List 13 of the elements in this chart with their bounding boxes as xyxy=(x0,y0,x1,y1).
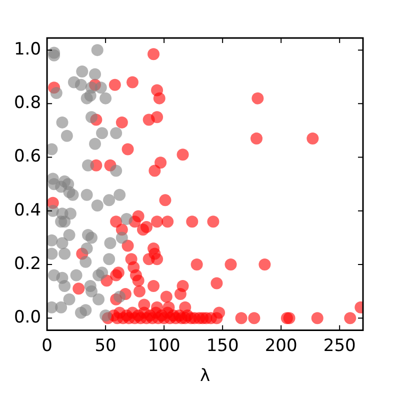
y-tick-label: 0.6 xyxy=(14,146,42,167)
y-tick-label: 0.0 xyxy=(14,308,42,328)
y-tick-label: 1.0 xyxy=(14,39,42,60)
y-tick-label: 0.4 xyxy=(14,200,42,220)
y-tick-label: 0.2 xyxy=(14,254,42,274)
y-tick-label: 0.8 xyxy=(14,93,42,114)
x-tick-label: 150 xyxy=(206,336,239,356)
x-axis-title: λ xyxy=(200,366,210,386)
x-tick-label: 200 xyxy=(264,336,298,356)
x-tick-label: 50 xyxy=(94,336,116,356)
x-tick-label: 100 xyxy=(148,336,180,356)
x-tick-label: 0 xyxy=(42,336,52,356)
x-tick-label: 250 xyxy=(323,336,356,356)
